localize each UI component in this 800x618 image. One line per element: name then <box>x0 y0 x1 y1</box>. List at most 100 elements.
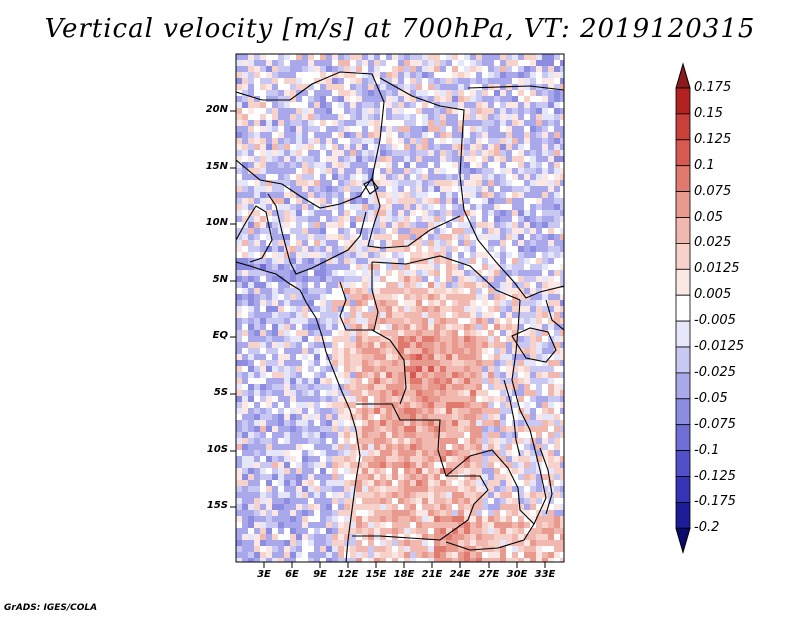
field-cell <box>500 216 507 223</box>
field-cell <box>278 78 285 85</box>
field-cell <box>536 318 543 325</box>
field-cell <box>398 114 405 121</box>
field-cell <box>518 138 525 145</box>
field-cell <box>446 90 453 97</box>
field-cell <box>536 78 543 85</box>
field-cell <box>308 486 315 493</box>
field-cell <box>548 240 555 247</box>
field-cell <box>338 294 345 301</box>
colorbar-swatch <box>675 320 691 348</box>
field-cell <box>308 312 315 319</box>
field-cell <box>284 108 291 115</box>
field-cell <box>548 402 555 409</box>
field-cell <box>278 222 285 229</box>
field-cell <box>536 222 543 229</box>
field-cell <box>356 270 363 277</box>
field-cell <box>422 192 429 199</box>
field-cell <box>482 414 489 421</box>
border-car <box>371 255 521 301</box>
field-cell <box>392 360 399 367</box>
field-cell <box>374 246 381 253</box>
field-cell <box>350 522 357 529</box>
field-cell <box>314 336 321 343</box>
field-cell <box>290 468 297 475</box>
field-cell <box>542 420 549 427</box>
field-cell <box>440 150 447 157</box>
field-cell <box>290 72 297 79</box>
colorbar-swatch <box>675 372 691 400</box>
field-cell <box>458 498 465 505</box>
field-cell <box>314 438 321 445</box>
field-cell <box>554 234 561 241</box>
field-cell <box>542 114 549 121</box>
field-cell <box>326 90 333 97</box>
field-cell <box>440 168 447 175</box>
field-cell <box>344 270 351 277</box>
field-cell <box>404 330 411 337</box>
field-cell <box>494 534 501 541</box>
field-cell <box>506 366 513 373</box>
field-cell <box>338 168 345 175</box>
field-cell <box>260 186 267 193</box>
field-cell <box>296 210 303 217</box>
field-cell <box>554 540 561 547</box>
field-cell <box>350 90 357 97</box>
field-cell <box>404 270 411 277</box>
field-cell <box>428 384 435 391</box>
field-cell <box>254 264 261 271</box>
field-cell <box>536 138 543 145</box>
field-cell <box>368 504 375 511</box>
field-cell <box>554 96 561 103</box>
field-cell <box>254 66 261 73</box>
field-cell <box>302 246 309 253</box>
field-cell <box>362 156 369 163</box>
field-cell <box>380 492 387 499</box>
field-cell <box>284 552 291 559</box>
field-cell <box>524 540 531 547</box>
field-cell <box>554 342 561 349</box>
field-cell <box>248 426 255 433</box>
field-cell <box>308 474 315 481</box>
field-cell <box>248 120 255 127</box>
field-cell <box>284 60 291 67</box>
field-cell <box>464 204 471 211</box>
field-cell <box>254 198 261 205</box>
field-cell <box>356 438 363 445</box>
field-cell <box>308 60 315 67</box>
field-cell <box>368 72 375 79</box>
field-cell <box>266 246 273 253</box>
field-cell <box>314 528 321 535</box>
field-cell <box>284 366 291 373</box>
field-cell <box>422 294 429 301</box>
field-cell <box>458 456 465 463</box>
field-cell <box>524 240 531 247</box>
field-cell <box>464 108 471 115</box>
field-cell <box>296 546 303 553</box>
field-cell <box>344 390 351 397</box>
field-cell <box>362 258 369 265</box>
field-cell <box>314 378 321 385</box>
field-cell <box>374 498 381 505</box>
field-cell <box>392 180 399 187</box>
field-cell <box>272 300 279 307</box>
field-cell <box>398 438 405 445</box>
field-cell <box>284 306 291 313</box>
field-cell <box>236 534 243 541</box>
field-cell <box>362 306 369 313</box>
field-cell <box>446 60 453 67</box>
field-cell <box>452 228 459 235</box>
field-cell <box>344 186 351 193</box>
field-cell <box>296 390 303 397</box>
field-cell <box>530 90 537 97</box>
field-cell <box>476 300 483 307</box>
field-cell <box>476 90 483 97</box>
field-cell <box>242 324 249 331</box>
field-cell <box>320 378 327 385</box>
field-cell <box>518 384 525 391</box>
field-cell <box>452 270 459 277</box>
field-cell <box>536 282 543 289</box>
field-cell <box>386 60 393 67</box>
field-cell <box>434 66 441 73</box>
field-cell <box>236 438 243 445</box>
field-cell <box>344 114 351 121</box>
